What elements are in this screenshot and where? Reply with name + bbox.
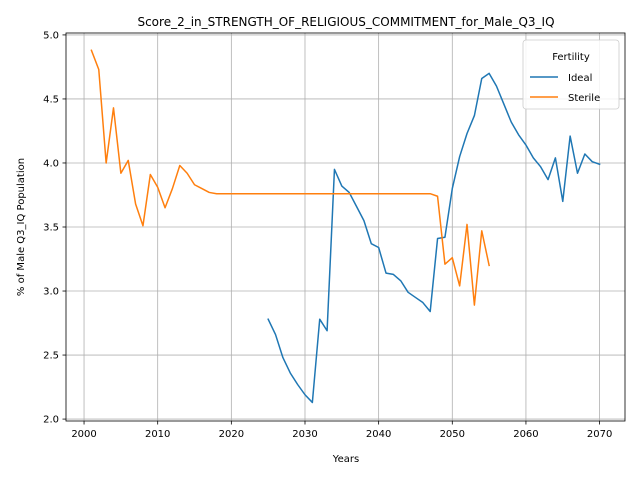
- x-axis-label: Years: [332, 454, 359, 465]
- y-tick-label: 4.5: [43, 94, 59, 105]
- legend: Fertility Ideal Sterile: [522, 39, 620, 110]
- x-tick-label: 2000: [71, 429, 96, 440]
- chart-title: Score_2_in_STRENGTH_OF_RELIGIOUS_COMMITM…: [137, 15, 554, 29]
- series-line-sterile: [90, 49, 491, 306]
- y-tick-label: 5.0: [43, 30, 59, 41]
- x-tick-label: 2040: [366, 429, 391, 440]
- x-tick-label: 2060: [513, 429, 538, 440]
- y-tick-label: 4.0: [43, 158, 59, 169]
- legend-label-sterile: Sterile: [568, 93, 600, 104]
- y-tick-label: 3.5: [43, 223, 59, 234]
- y-tick-label: 3.0: [43, 287, 59, 298]
- x-tick-label: 2010: [145, 429, 170, 440]
- x-tick-label: 2070: [587, 429, 612, 440]
- axis-ticks: 2000 2010 2020 2030 2040 2050 2060 2070 2.0 2.5 3.…: [43, 30, 612, 440]
- legend-box: [522, 39, 620, 110]
- legend-label-ideal: Ideal: [568, 73, 592, 84]
- y-tick-label: 2.5: [43, 351, 59, 362]
- x-tick-label: 2050: [440, 429, 465, 440]
- series-lines: [90, 49, 601, 404]
- y-axis-label: % of Male Q3_IQ Population: [16, 158, 27, 296]
- legend-title: Fertility: [552, 52, 590, 63]
- x-tick-label: 2030: [292, 429, 317, 440]
- y-tick-label: 2.0: [43, 415, 59, 426]
- series-line-ideal: [267, 72, 601, 404]
- x-tick-label: 2020: [219, 429, 244, 440]
